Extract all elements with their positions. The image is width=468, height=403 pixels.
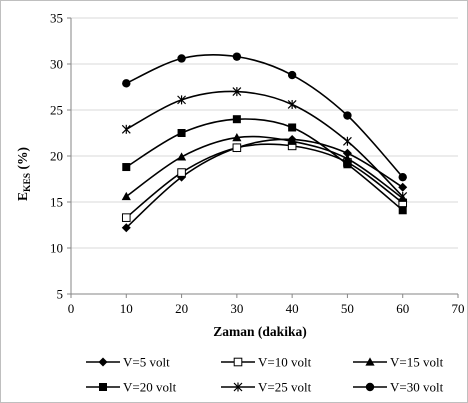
- series-line-4: [125, 118, 404, 211]
- legend-marker-4: [99, 383, 107, 391]
- legend-item-4: V=20 volt: [86, 380, 177, 395]
- legend-marker-3: [365, 357, 375, 366]
- y-axis-label: EKES (%): [15, 147, 33, 201]
- series-2: [121, 141, 408, 222]
- data-point-s2-3: [232, 143, 242, 153]
- x-tick-label-3: 30: [230, 301, 243, 316]
- legend-label-5: V=25 volt: [258, 380, 312, 395]
- x-tick-label-4: 40: [286, 301, 299, 316]
- legend-marker-2: [233, 357, 243, 367]
- data-point-s4-1: [122, 163, 131, 172]
- data-point-s6-1: [122, 79, 131, 88]
- x-axis-label: Zaman (dakika): [213, 324, 306, 339]
- legend-item-5: V=25 volt: [221, 380, 312, 395]
- y-axis-label-main: E: [15, 192, 30, 201]
- series-5: [121, 87, 408, 201]
- series-6: [122, 52, 407, 182]
- y-tick-label-5: 30: [50, 57, 63, 72]
- x-tick-label-1: 10: [120, 301, 133, 316]
- series-line-1: [125, 138, 404, 229]
- data-point-s1-1: [121, 223, 131, 233]
- data-point-s5-6: [398, 191, 408, 201]
- data-point-s6-5: [343, 111, 352, 120]
- series-line-6: [125, 54, 404, 178]
- data-point-s5-3: [232, 87, 242, 97]
- legend-item-3: V=15 volt: [353, 355, 444, 370]
- series-4: [122, 115, 407, 215]
- data-point-s4-3: [232, 115, 241, 124]
- x-tick-label-6: 60: [396, 301, 409, 316]
- data-point-s4-5: [343, 160, 352, 169]
- data-point-s2-2: [177, 168, 186, 177]
- data-point-s4-6: [398, 206, 407, 215]
- y-tick-label-4: 25: [50, 103, 63, 118]
- legend-item-6: V=30 volt: [353, 380, 444, 395]
- data-point-s6-6: [398, 172, 407, 182]
- legend-item-1: V=5 volt: [86, 355, 170, 370]
- legend-label-3: V=15 volt: [390, 355, 444, 370]
- data-point-s6-4: [287, 70, 297, 80]
- data-point-s1-6: [398, 182, 408, 192]
- x-tick-label-0: 0: [68, 301, 75, 316]
- legend: V=5 volt V=10 volt V=15 volt V=20 volt V=25 …: [86, 355, 444, 395]
- data-point-s1-5: [342, 148, 352, 158]
- data-point-s3-4: [287, 136, 297, 145]
- y-tick-label-3: 20: [50, 149, 63, 164]
- legend-marker-5: [233, 382, 243, 392]
- legend-marker-6: [365, 382, 375, 392]
- data-point-s6-3: [232, 52, 242, 61]
- data-point-s3-2: [176, 152, 187, 161]
- y-axis-label-unit: (%): [15, 147, 30, 173]
- y-tick-label-6: 35: [50, 11, 63, 26]
- data-point-s5-4: [287, 99, 297, 109]
- data-point-s4-2: [177, 129, 186, 137]
- series-line-2: [125, 143, 404, 219]
- axes: [67, 17, 459, 298]
- legend-item-2: V=10 volt: [221, 355, 312, 370]
- legend-label-2: V=10 volt: [258, 355, 312, 370]
- data-point-s3-1: [121, 191, 131, 201]
- y-tick-labels: 5 10 15 20 25 30 35: [50, 11, 63, 302]
- y-tick-label-1: 10: [50, 241, 63, 256]
- legend-label-1: V=5 volt: [123, 355, 170, 370]
- legend-label-4: V=20 volt: [123, 380, 177, 395]
- data-point-s5-5: [343, 136, 352, 146]
- y-axis-label-sub: KES: [23, 173, 33, 192]
- x-tick-label-5: 50: [341, 301, 354, 316]
- x-tick-label-7: 70: [452, 301, 465, 316]
- legend-label-6: V=30 volt: [390, 380, 444, 395]
- series-line-5: [125, 90, 404, 198]
- y-tick-label-2: 15: [50, 195, 63, 210]
- y-tick-label-0: 5: [57, 287, 64, 302]
- data-point-s3-3: [232, 133, 242, 142]
- x-tick-label-2: 20: [175, 301, 188, 316]
- legend-marker-1: [98, 357, 108, 367]
- series-group: [121, 52, 408, 233]
- data-point-s6-2: [177, 54, 186, 63]
- x-tick-labels: 0 10 20 30 40 50 60 70: [68, 301, 465, 316]
- data-point-s5-1: [121, 124, 131, 134]
- series-1: [121, 134, 408, 233]
- data-point-s5-2: [177, 95, 186, 105]
- data-point-s2-1: [121, 213, 131, 222]
- data-point-s4-4: [288, 123, 297, 132]
- series-line-3: [125, 135, 404, 199]
